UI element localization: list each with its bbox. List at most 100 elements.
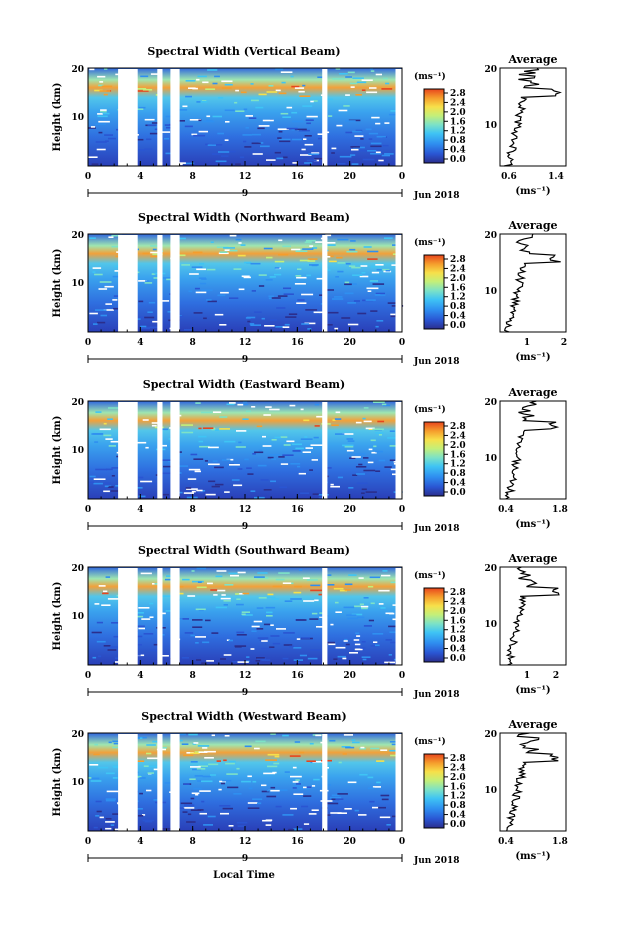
heatmap-cell — [202, 641, 210, 644]
heatmap-cell — [219, 416, 228, 418]
heatmap-cell — [255, 106, 264, 109]
heatmap-cell — [178, 472, 182, 474]
heatmap-cell — [97, 115, 108, 118]
heatmap-cell — [295, 779, 300, 781]
avg-x-tick: 1.4 — [548, 172, 564, 182]
heatmap-cell — [352, 77, 364, 79]
y-tick-label: 10 — [71, 612, 84, 622]
data-gap — [170, 402, 180, 499]
heatmap-cell — [206, 119, 213, 122]
heatmap-cell — [295, 447, 304, 450]
heatmap-cell — [360, 265, 368, 267]
heatmap-cell — [267, 765, 278, 768]
heatmap-cell — [196, 268, 207, 271]
x-axis: 0 4 8 12 16 20 0 — [85, 327, 405, 348]
colorbar-ticks: 2.82.42.01.61.20.80.40.0 — [444, 588, 466, 664]
colorbar-tick-label: 1.6 — [450, 283, 466, 293]
heatmap-cell — [367, 461, 374, 464]
heatmap-cell — [215, 606, 227, 609]
heatmap-cell — [280, 436, 288, 438]
heatmap-cell — [192, 619, 203, 621]
heatmap-cell — [151, 273, 156, 275]
heatmap-cell — [344, 638, 348, 641]
heatmap-cell — [236, 598, 241, 600]
heatmap-cell — [302, 248, 314, 250]
heatmap-cell — [381, 154, 390, 157]
heatmap-cell — [284, 771, 290, 773]
heatmap-cell — [283, 444, 291, 446]
heatmap-cell — [186, 752, 194, 754]
heatmap-cell — [368, 132, 378, 135]
avg-y-tick: 10 — [484, 786, 497, 796]
heatmap-cell — [277, 137, 282, 139]
heatmap-cell — [352, 741, 360, 744]
heatmap-cell — [369, 68, 373, 70]
heatmap-cell — [195, 608, 206, 611]
heatmap-cell — [268, 297, 273, 300]
heatmap-cell — [240, 244, 246, 246]
heatmap-cell — [143, 633, 154, 635]
heatmap-cell — [290, 775, 302, 778]
heatmap-cell — [305, 786, 312, 788]
heatmap-cell — [271, 598, 279, 600]
heatmap-cell — [195, 642, 199, 644]
heatmap-cell — [149, 616, 154, 618]
y-axis: 20 10 Height (km) — [52, 231, 84, 317]
heatmap-cell — [363, 407, 369, 409]
heatmap-cell — [288, 828, 295, 831]
heatmap-cell — [356, 473, 365, 475]
heatmap-cell — [359, 275, 369, 278]
heatmap-cell — [278, 92, 287, 95]
heatmap-cell — [113, 766, 120, 769]
heatmap-cell — [292, 766, 297, 769]
heatmap-cell — [257, 802, 262, 805]
heatmap-cell — [241, 611, 250, 613]
heatmap-cell — [355, 466, 367, 468]
colorbar-ticks: 2.82.42.01.61.20.80.40.0 — [444, 754, 466, 830]
heatmap-cell — [367, 150, 377, 152]
colorbar-tick-label: 1.6 — [450, 616, 466, 626]
average-plot: Average 20 10 1 2 (ms⁻¹) — [484, 219, 567, 363]
heatmap-cell — [138, 607, 150, 609]
heatmap-cell — [179, 109, 188, 111]
average-plot: Average 20 10 1 2 (ms⁻¹) — [484, 552, 567, 696]
heatmap-cell — [305, 119, 314, 121]
heatmap-cell — [100, 110, 107, 113]
heatmap-cell — [307, 260, 316, 262]
heatmap-cell — [251, 625, 260, 628]
colorbar-tick-label: 0.8 — [450, 302, 466, 312]
heatmap-cell — [327, 311, 339, 314]
heatmap-cell — [190, 761, 198, 763]
heatmap-cell — [282, 582, 292, 584]
heatmap-cell — [384, 466, 392, 468]
heatmap-cell — [267, 456, 274, 459]
heatmap-cell — [293, 647, 302, 649]
heatmap-cell — [311, 612, 318, 615]
heatmap-cell — [236, 767, 240, 770]
heatmap-cell — [218, 97, 224, 99]
heatmap-cell — [319, 294, 323, 296]
colorbar-tick-label: 0.0 — [450, 155, 466, 165]
x-tick-label: 0 — [85, 172, 91, 182]
heatmap-cell — [254, 496, 265, 499]
heatmap-cell — [193, 312, 203, 314]
heatmap-cell — [346, 449, 354, 452]
heatmap-cell — [107, 649, 117, 651]
heatmap-cell — [354, 605, 362, 608]
heatmap-cell — [205, 619, 211, 622]
heatmap-cell — [297, 788, 309, 790]
heatmap-cell — [190, 809, 201, 811]
heatmap-cell — [327, 244, 336, 246]
heatmap-cell — [221, 87, 232, 89]
heatmap-cell — [241, 780, 251, 783]
heatmap-cell — [319, 311, 325, 314]
day-label: 9 — [242, 522, 248, 532]
heatmap-cell — [343, 734, 353, 736]
x-tick-label: 16 — [291, 671, 304, 681]
heatmap-cell — [217, 132, 224, 135]
heatmap-cell — [198, 427, 202, 430]
heatmap-cell — [244, 146, 252, 148]
heatmap-cell — [281, 81, 286, 84]
heatmap-cell — [344, 281, 350, 284]
